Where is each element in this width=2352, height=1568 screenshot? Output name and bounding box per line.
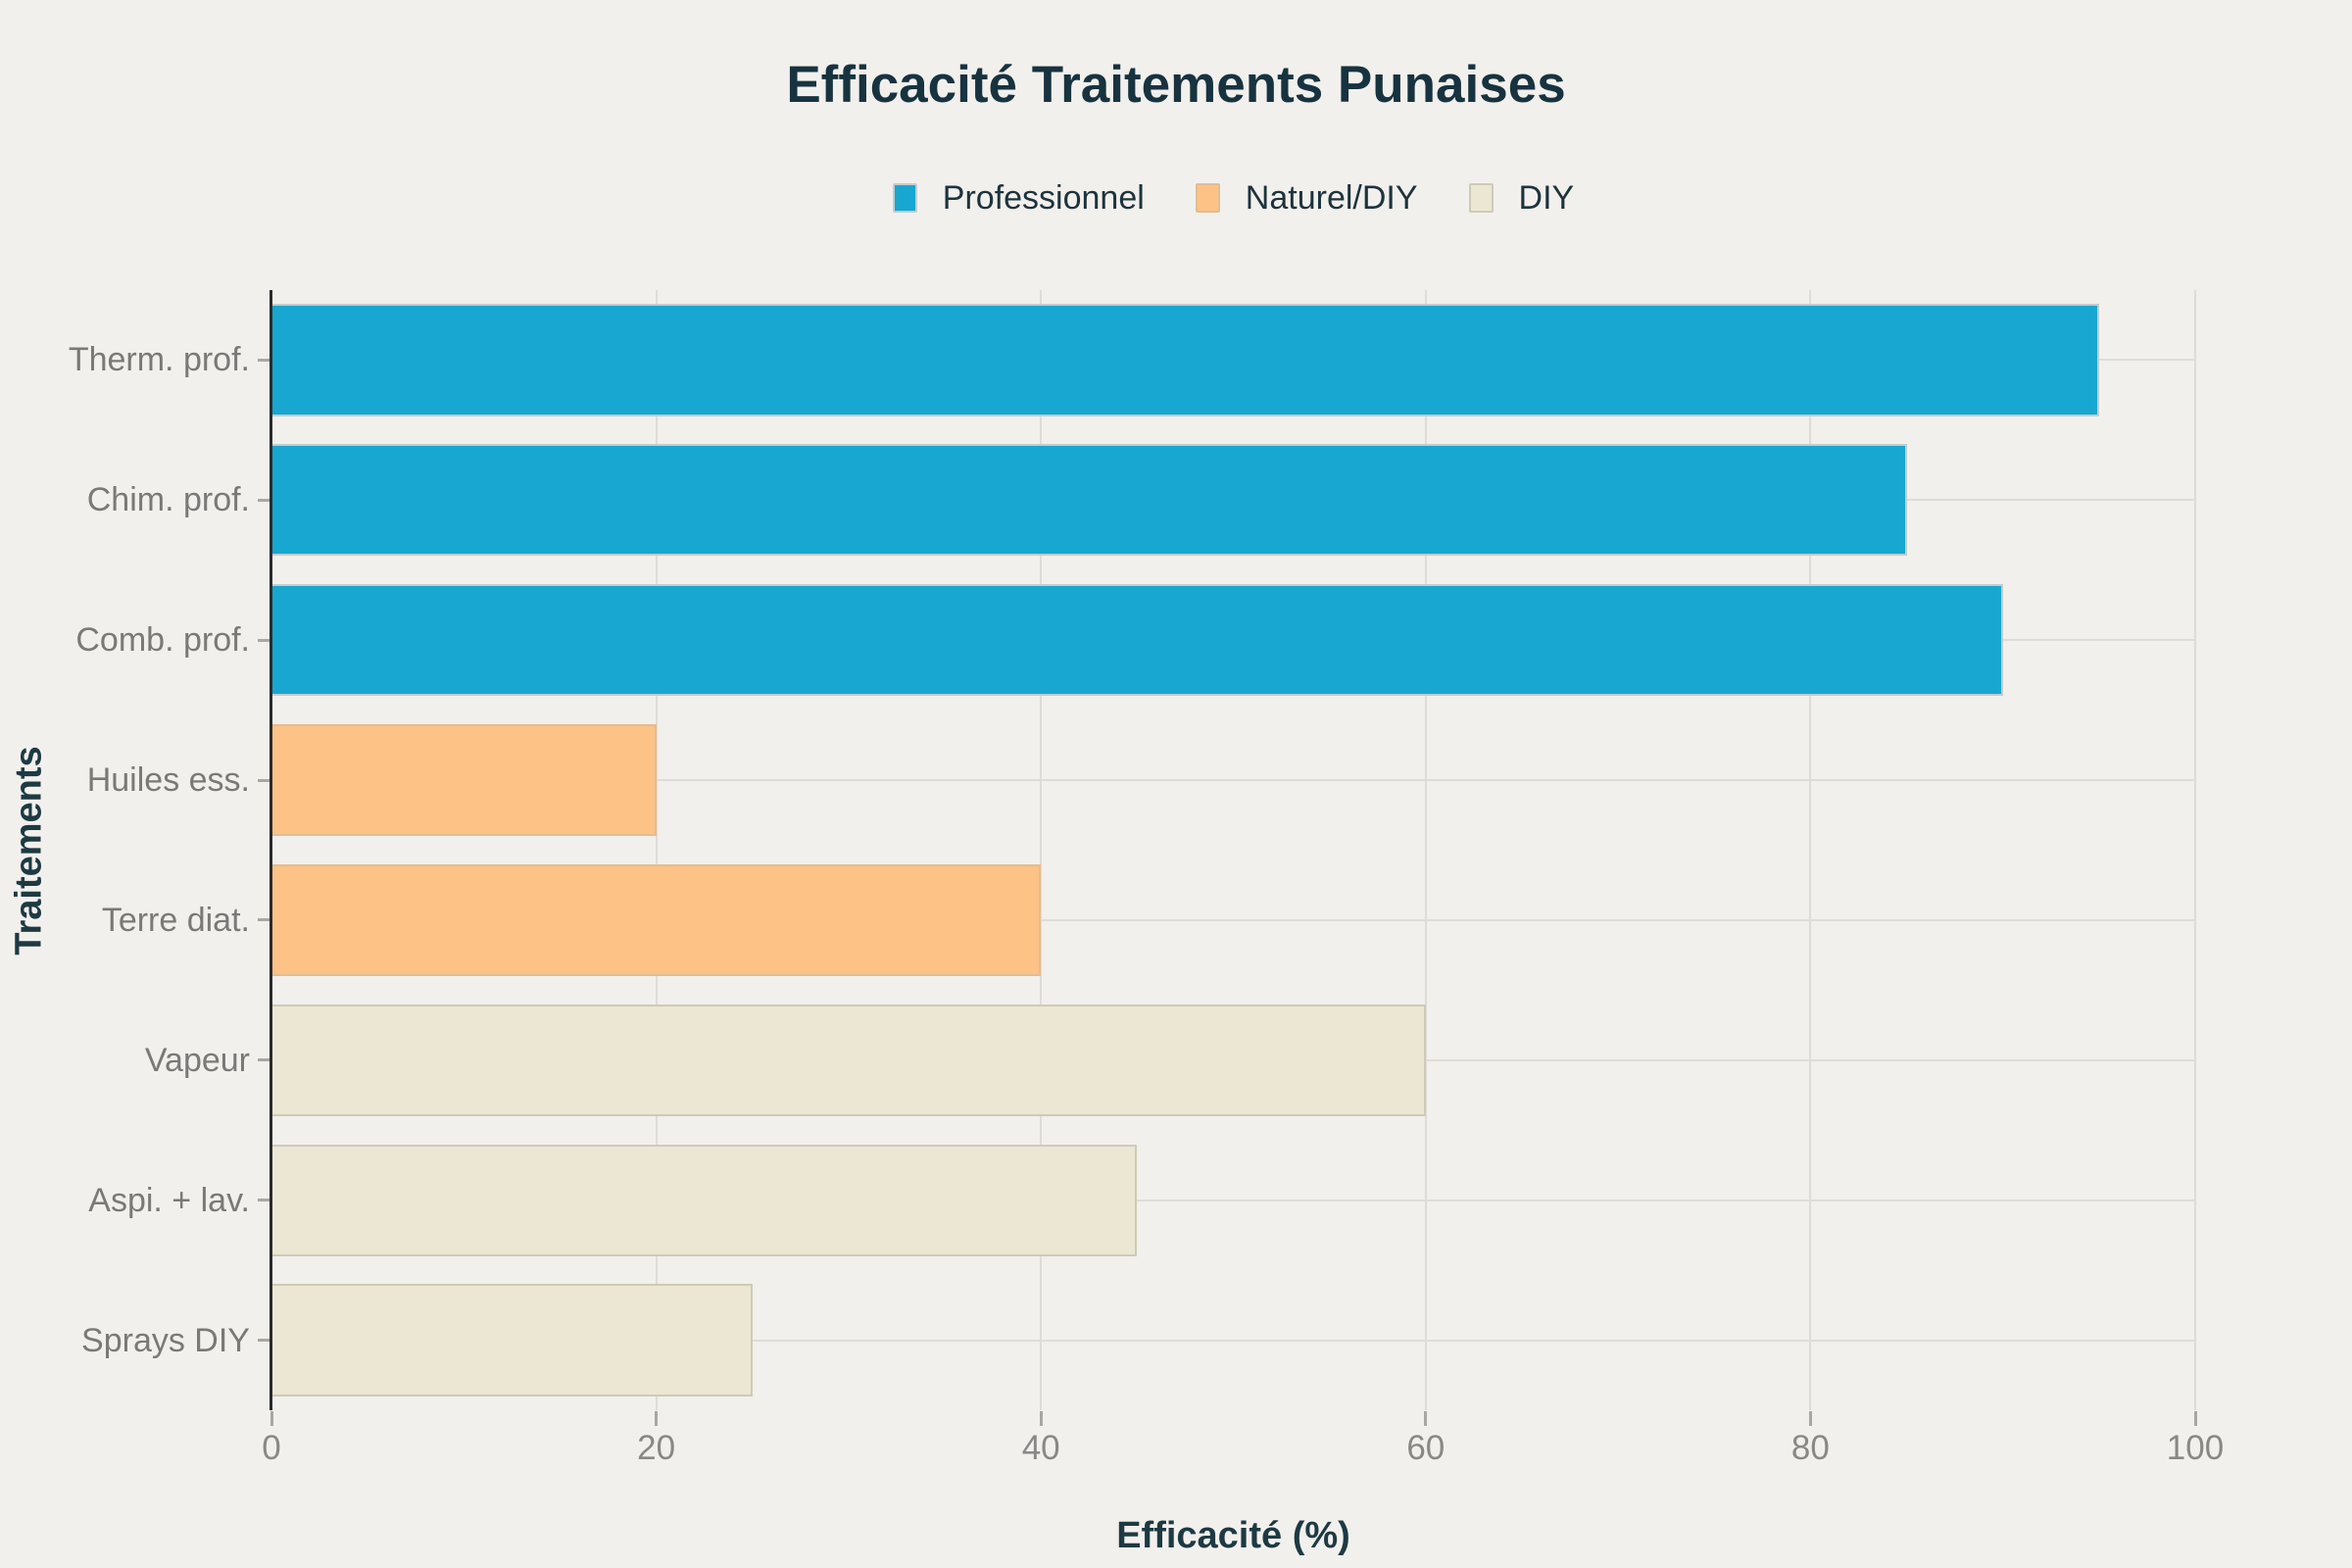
legend: Professionnel Naturel/DIY DIY xyxy=(271,172,2195,223)
x-tick-label-40: 40 xyxy=(1021,1429,1060,1467)
bar-terre-diat xyxy=(271,863,1042,977)
x-tick-label-0: 0 xyxy=(262,1429,281,1467)
x-tick-mark-100 xyxy=(2193,1411,2197,1426)
gridline-y-terre-diat xyxy=(271,918,2195,921)
y-tick-mark xyxy=(258,638,270,642)
y-category-label-therm-prof: Therm. prof. xyxy=(68,341,250,379)
y-category-label-aspi-lav: Aspi. + lav. xyxy=(88,1181,250,1219)
legend-swatch-icon xyxy=(1195,183,1220,213)
bar-vapeur xyxy=(271,1004,1426,1116)
y-tick-mark xyxy=(258,1199,270,1202)
bar-comb-prof xyxy=(271,584,2003,697)
legend-label: Professionnel xyxy=(942,178,1145,217)
x-tick-mark-80 xyxy=(1808,1411,1812,1426)
x-tick-label-20: 20 xyxy=(637,1429,676,1467)
gridline-x-100 xyxy=(2194,290,2196,1410)
x-tick-mark-40 xyxy=(1039,1411,1043,1426)
y-tick-mark xyxy=(258,358,270,362)
chart-title: Efficacité Traitements Punaises xyxy=(786,56,1566,114)
y-category-label-terre-diat: Terre diat. xyxy=(101,901,250,939)
gridline-x-80 xyxy=(1809,290,1812,1410)
legend-label: DIY xyxy=(1518,178,1575,217)
gridline-x-60 xyxy=(1424,290,1427,1410)
x-tick-mark-20 xyxy=(655,1411,659,1426)
y-category-label-chim-prof: Chim. prof. xyxy=(86,481,250,519)
y-tick-mark xyxy=(258,918,270,922)
bar-chim-prof xyxy=(271,444,1907,557)
legend-item-diy: DIY xyxy=(1468,178,1575,218)
legend-item-naturel-diy: Naturel/DIY xyxy=(1195,178,1418,218)
y-tick-mark xyxy=(258,1339,270,1343)
gridline-x-40 xyxy=(1040,290,1043,1410)
gridline-y-aspi-lav xyxy=(271,1199,2195,1201)
x-tick-mark-0 xyxy=(270,1411,273,1426)
legend-label: Naturel/DIY xyxy=(1245,178,1418,217)
plot-area xyxy=(270,290,2196,1410)
y-axis-line xyxy=(270,290,272,1410)
x-axis-title: Efficacité (%) xyxy=(1116,1515,1350,1556)
y-category-label-comb-prof: Comb. prof. xyxy=(75,621,250,660)
x-tick-label-60: 60 xyxy=(1406,1429,1446,1467)
gridline-x-20 xyxy=(655,290,658,1410)
y-tick-mark xyxy=(258,778,270,782)
legend-swatch-icon xyxy=(892,183,917,213)
bar-aspi-lav xyxy=(271,1144,1138,1256)
x-tick-label-80: 80 xyxy=(1790,1429,1830,1467)
legend-item-professionnel: Professionnel xyxy=(892,178,1145,218)
x-tick-label-100: 100 xyxy=(2166,1429,2225,1467)
bar-therm-prof xyxy=(271,304,2099,416)
gridline-y-huiles-ess xyxy=(271,779,2195,782)
legend-swatch-icon xyxy=(1468,183,1494,213)
y-category-label-vapeur: Vapeur xyxy=(144,1041,250,1079)
y-tick-mark xyxy=(258,498,270,502)
bar-huiles-ess xyxy=(271,723,657,837)
y-tick-mark xyxy=(258,1058,270,1062)
y-category-label-huiles-ess: Huiles ess. xyxy=(86,761,250,800)
y-category-label-sprays-diy: Sprays DIY xyxy=(81,1321,250,1359)
bar-sprays-diy xyxy=(271,1284,753,1396)
gridline-y-sprays-diy xyxy=(271,1339,2195,1342)
x-tick-mark-60 xyxy=(1424,1411,1428,1426)
